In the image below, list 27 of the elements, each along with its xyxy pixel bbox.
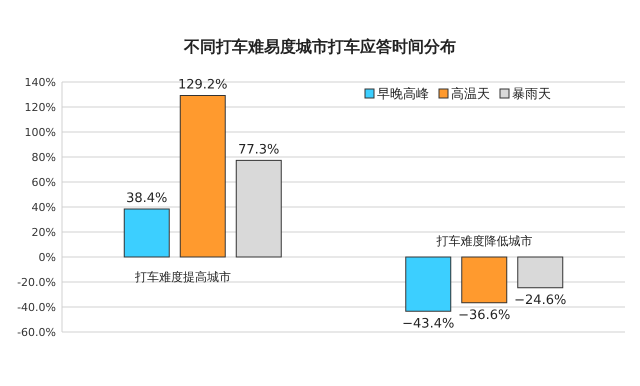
chart-title: 不同打车难易度城市打车应答时间分布 [183,37,456,56]
data-label: −36.6% [458,308,510,323]
y-tick-label: 20% [32,226,56,239]
y-tick-label: 140% [24,76,56,89]
data-label: 77.3% [238,142,280,158]
bar [405,256,452,312]
y-tick-label: 40% [32,201,56,214]
y-tick-label: 120% [24,101,56,114]
bar [124,208,170,258]
data-label: −43.4% [402,316,454,332]
y-tick-label: -60.0% [17,326,56,339]
legend-label: 高温天 [451,86,490,102]
y-tick-label: 60% [32,176,56,189]
legend-label: 暴雨天 [512,87,551,102]
x-tick-label: 打车难度提高城市 [134,270,231,284]
y-tick-label: -20.0% [17,276,56,289]
legend-label: 早晚高峰 [377,86,429,102]
data-label: 129.2% [178,78,228,92]
data-label: 38.4% [126,191,168,206]
bar [461,256,508,304]
data-label: −24.6% [514,292,566,308]
bar [180,95,226,258]
y-tick-label: 0% [38,251,56,264]
x-tick-label: 打车难度降低城市 [435,234,532,248]
y-tick-label: 80% [32,151,56,164]
y-tick-label: -40.0% [17,301,56,314]
y-tick-label: 100% [24,126,56,139]
